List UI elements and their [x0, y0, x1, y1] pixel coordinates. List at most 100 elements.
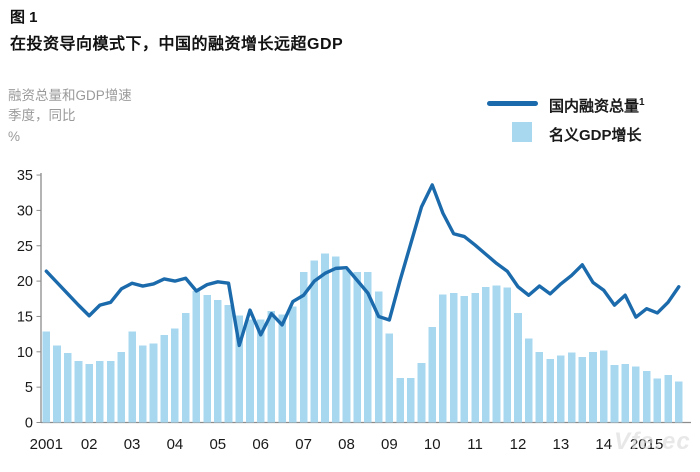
gdp-bar — [417, 363, 426, 423]
gdp-bar — [106, 360, 115, 423]
x-tick-label: 03 — [124, 436, 141, 453]
y-axis-unit-label: 融资总量和GDP增速 季度，同比 % — [8, 86, 132, 147]
gdp-bar — [181, 312, 190, 423]
gdp-bar — [674, 381, 683, 423]
y-tick-label: 15 — [17, 310, 33, 326]
gdp-bar — [331, 256, 340, 423]
gdp-bar — [117, 351, 126, 423]
gdp-bar — [85, 363, 93, 423]
gdp-bar — [42, 331, 51, 423]
gdp-bar — [599, 350, 608, 423]
gdp-bar — [406, 377, 415, 423]
gdp-bar — [321, 253, 329, 423]
y-tick-label: 10 — [17, 345, 33, 361]
gdp-bar — [149, 343, 158, 423]
gdp-bar — [353, 271, 361, 423]
gdp-bar — [396, 377, 404, 423]
legend-line-text: 国内融资总量 — [549, 98, 640, 115]
gdp-bar — [546, 358, 554, 423]
x-tick-label: 07 — [295, 436, 312, 453]
y-tick-label: 30 — [17, 203, 33, 219]
gdp-bar — [567, 352, 576, 423]
x-tick-label: 09 — [381, 436, 398, 453]
x-tick-label: 12 — [510, 436, 527, 453]
gdp-bar — [192, 291, 201, 423]
gdp-bar — [96, 360, 104, 423]
x-tick-label: 04 — [167, 436, 184, 453]
gdp-bar — [203, 295, 211, 423]
x-tick-label: 14 — [595, 436, 612, 453]
legend-line-label: 国内融资总量1 — [549, 95, 645, 116]
gdp-bar — [214, 300, 222, 423]
legend-bar-swatch — [512, 122, 532, 142]
x-tick-label: 2015 — [630, 436, 663, 453]
x-tick-label: 05 — [209, 436, 226, 453]
gdp-bar — [503, 287, 512, 423]
gdp-bar — [514, 312, 522, 423]
y-tick-label: 35 — [17, 168, 33, 184]
gdp-bar — [342, 269, 351, 423]
gdp-bar — [471, 293, 479, 423]
gdp-bar — [460, 295, 469, 423]
gdp-bar — [246, 319, 254, 423]
gdp-bar — [428, 327, 437, 423]
x-tick-label: 08 — [338, 436, 355, 453]
gdp-bar — [439, 294, 447, 423]
gdp-bar — [256, 319, 265, 423]
gdp-bar — [664, 375, 672, 423]
gdp-bar — [310, 260, 319, 423]
gdp-bar — [289, 306, 297, 423]
y-axis-unit-line1: 融资总量和GDP增速 — [8, 88, 132, 103]
x-tick-label: 02 — [81, 436, 98, 453]
gdp-bar — [235, 315, 244, 423]
legend-bar-label: 名义GDP增长 — [549, 127, 642, 144]
gdp-bar — [632, 366, 640, 423]
gdp-bar — [138, 345, 147, 423]
x-tick-label: 06 — [252, 436, 269, 453]
x-tick-label: 11 — [467, 436, 483, 453]
gdp-bar — [374, 291, 383, 423]
watermark: Vfe.ec — [614, 428, 691, 455]
gdp-bar — [74, 360, 83, 423]
gdp-bar — [449, 293, 458, 423]
figure-title: 在投资导向模式下，中国的融资增长远超GDP — [10, 36, 344, 53]
gdp-bar — [642, 370, 651, 423]
gdp-bar — [621, 363, 629, 423]
gdp-bar — [128, 331, 136, 423]
gdp-bar — [364, 271, 372, 423]
financing-line — [44, 183, 681, 348]
gdp-bar — [267, 310, 276, 423]
gdp-bar — [299, 271, 308, 423]
legend-footnote-marker: 1 — [639, 97, 645, 108]
gdp-bar — [385, 333, 394, 423]
gdp-bar — [578, 356, 587, 423]
chart-area: 0 5 10 15 20 25 30 35 2001 02 03 04 05 06 07 08 09 10 11 12… — [0, 160, 700, 472]
gdp-bar — [589, 351, 597, 423]
gdp-bar — [53, 345, 61, 423]
gdp-bar — [278, 314, 286, 423]
gdp-bar — [492, 285, 501, 423]
gdp-bar — [610, 365, 619, 423]
x-tick-label: 13 — [553, 436, 570, 453]
figure-number: 图 1 — [10, 9, 38, 26]
legend-line-swatch — [487, 101, 538, 106]
y-tick-label: 25 — [17, 239, 33, 255]
x-tick-label: 2001 — [30, 436, 63, 453]
gdp-bar — [653, 378, 662, 423]
y-tick-label: 0 — [25, 416, 33, 432]
y-axis-unit-line2: 季度，同比 — [8, 108, 76, 124]
x-tick-label: 10 — [424, 436, 441, 453]
gdp-bar — [535, 351, 544, 423]
gdp-bar — [557, 355, 565, 423]
gdp-bar — [63, 353, 72, 423]
gdp-bar — [171, 328, 179, 423]
gdp-bar — [224, 305, 233, 423]
y-tick-label: 5 — [25, 380, 33, 396]
y-axis-unit-line3: % — [8, 128, 21, 144]
gdp-bar — [524, 338, 533, 423]
gdp-bar — [160, 334, 169, 423]
gdp-bar — [482, 286, 490, 423]
y-tick-label: 20 — [17, 274, 33, 290]
